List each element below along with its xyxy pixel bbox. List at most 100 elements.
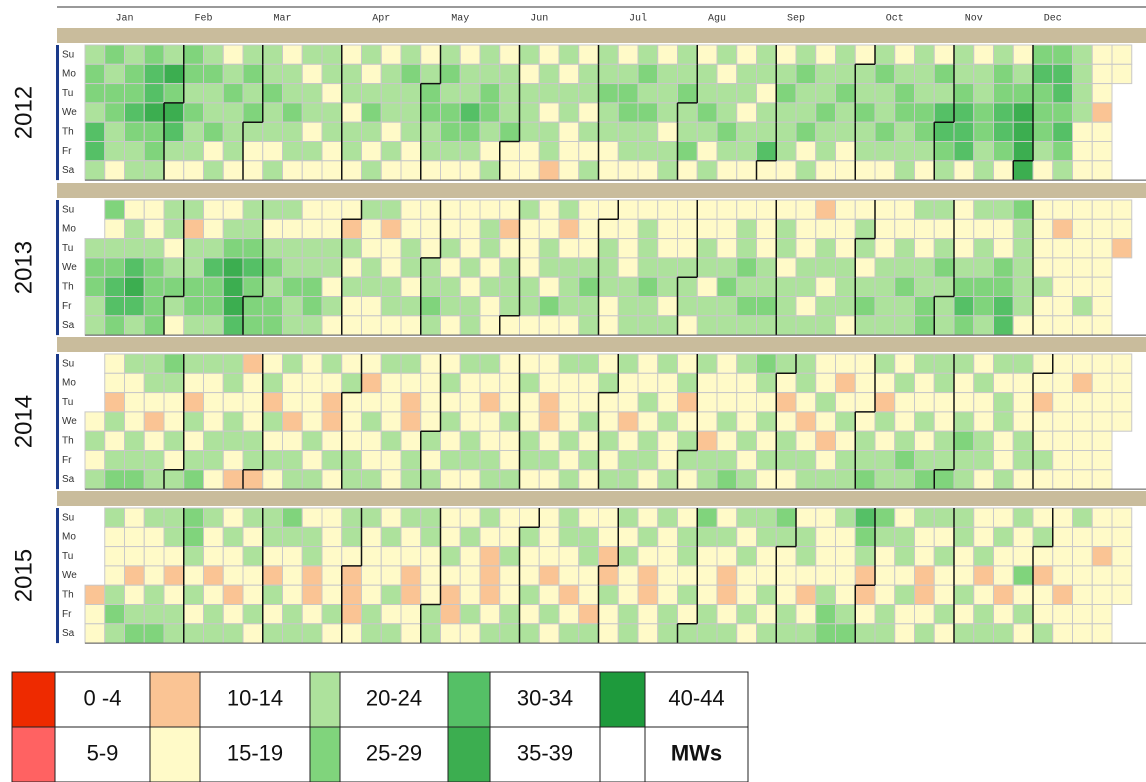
day-cell: [1012, 392, 1034, 413]
day-cell: [440, 63, 461, 85]
weekday-label: Fr: [62, 455, 72, 466]
day-cell: [617, 83, 639, 104]
day-cell: [973, 315, 994, 336]
year-bar: [56, 200, 59, 336]
day-cell: [380, 276, 402, 298]
day-cell: [578, 450, 599, 471]
day-cell: [242, 469, 264, 490]
day-cell: [1012, 372, 1034, 394]
day-cell: [1012, 199, 1034, 220]
day-cell: [222, 546, 244, 567]
day-cell: [538, 450, 560, 471]
weekday-label: Mo: [62, 532, 76, 543]
day-cell: [558, 392, 580, 413]
day-cell: [736, 411, 757, 432]
day-cell: [380, 160, 402, 181]
day-cell: [84, 315, 106, 336]
day-cell: [795, 353, 817, 374]
day-cell: [756, 315, 777, 336]
day-cell: [756, 257, 777, 278]
day-cell: [1072, 141, 1093, 162]
day-cell: [736, 160, 757, 181]
day-cell: [933, 411, 955, 432]
day-cell: [558, 296, 580, 317]
day-cell: [499, 469, 520, 490]
day-cell: [973, 257, 994, 278]
day-cell: [993, 372, 1014, 394]
day-cell: [617, 565, 639, 586]
day-cell: [104, 584, 125, 606]
day-cell: [242, 257, 264, 278]
weekday-label: Tu: [62, 551, 73, 562]
day-cell: [519, 44, 540, 65]
day-cell: [696, 584, 718, 606]
day-cell: [104, 257, 125, 278]
day-cell: [282, 392, 303, 413]
day-cell: [124, 276, 145, 298]
day-cell: [519, 102, 540, 123]
day-cell: [321, 411, 343, 432]
day-cell: [104, 546, 125, 567]
day-cell: [677, 121, 698, 142]
day-cell: [361, 353, 382, 374]
day-cell: [1052, 141, 1073, 162]
day-cell: [282, 63, 303, 85]
day-cell: [321, 238, 343, 259]
day-cell: [124, 238, 145, 259]
day-cell: [1012, 276, 1034, 298]
day-cell: [538, 102, 560, 123]
day-cell: [835, 546, 856, 567]
day-cell: [499, 450, 520, 471]
day-cell: [361, 392, 382, 413]
day-cell: [84, 411, 106, 432]
day-cell: [262, 430, 283, 452]
day-cell: [756, 623, 777, 644]
day-cell: [301, 353, 323, 374]
day-cell: [1012, 604, 1034, 625]
day-cell: [716, 604, 738, 625]
day-cell: [993, 315, 1014, 336]
day-cell: [301, 526, 323, 548]
day-cell: [795, 296, 817, 317]
day-cell: [854, 102, 876, 123]
day-cell: [222, 392, 244, 413]
day-cell: [993, 121, 1014, 142]
day-cell: [973, 526, 994, 548]
weekday-bg: [59, 354, 85, 490]
day-cell: [183, 102, 204, 123]
day-cell: [795, 565, 817, 586]
day-cell: [420, 372, 441, 394]
day-cell: [558, 372, 580, 394]
day-cell: [716, 526, 738, 548]
legend-swatch: [11, 726, 56, 782]
day-cell: [1091, 276, 1113, 298]
day-cell: [696, 353, 718, 374]
day-cell: [380, 199, 402, 220]
day-cell: [973, 218, 994, 240]
day-cell: [894, 450, 915, 471]
day-cell: [933, 353, 955, 374]
day-cell: [558, 121, 580, 142]
day-cell: [775, 276, 797, 298]
day-cell: [242, 372, 264, 394]
day-cell: [953, 353, 975, 374]
day-cell: [598, 450, 619, 471]
day-cell: [163, 584, 185, 606]
day-cell: [1032, 141, 1054, 162]
day-cell: [953, 623, 975, 644]
day-cell: [874, 546, 896, 567]
day-cell: [361, 526, 382, 548]
day-cell: [440, 83, 461, 104]
day-cell: [440, 218, 461, 240]
day-cell: [598, 199, 619, 220]
day-cell: [420, 392, 441, 413]
day-cell: [914, 218, 935, 240]
day-cell: [519, 276, 540, 298]
day-cell: [321, 526, 343, 548]
weekday-label: Sa: [62, 320, 75, 331]
day-cell: [1091, 372, 1113, 394]
day-cell: [657, 276, 678, 298]
day-cell: [499, 623, 520, 644]
day-cell: [203, 469, 224, 490]
day-cell: [854, 276, 876, 298]
